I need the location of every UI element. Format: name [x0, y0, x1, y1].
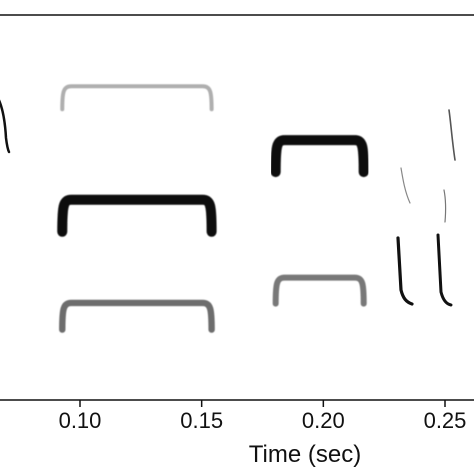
trace-band	[272, 274, 367, 307]
trace-element-1-upper-harmonic	[60, 84, 214, 112]
right-call-fragment-lower	[436, 233, 453, 307]
x-tick-label: 0.20	[302, 408, 345, 433]
x-axis-title: Time (sec)	[249, 441, 361, 468]
trace-band	[59, 299, 215, 333]
trace-element-1-lower-band	[59, 299, 215, 333]
trace-element-2-lower-band	[272, 274, 367, 307]
x-tick-label: 0.10	[59, 408, 102, 433]
x-axis-ticks: 0.10 0.15 0.20 0.25	[59, 400, 467, 433]
spectrogram-traces	[57, 84, 369, 333]
mid-call-fragment	[396, 236, 414, 306]
partial-calls	[0, 99, 456, 307]
trace-element-2-fundamental	[270, 135, 369, 178]
x-tick-label: 0.25	[424, 408, 467, 433]
trace-band	[60, 84, 214, 112]
trace-element-1-fundamental	[57, 194, 217, 237]
faint-call-fragment	[400, 167, 411, 204]
trace-band	[270, 135, 369, 178]
x-tick-label: 0.15	[180, 408, 223, 433]
left-edge-call-fragment	[0, 99, 11, 154]
trace-band	[57, 194, 217, 237]
right-call-fragment-mid	[443, 189, 447, 223]
plot-area	[0, 14, 474, 401]
right-call-fragment-upper	[448, 109, 456, 161]
